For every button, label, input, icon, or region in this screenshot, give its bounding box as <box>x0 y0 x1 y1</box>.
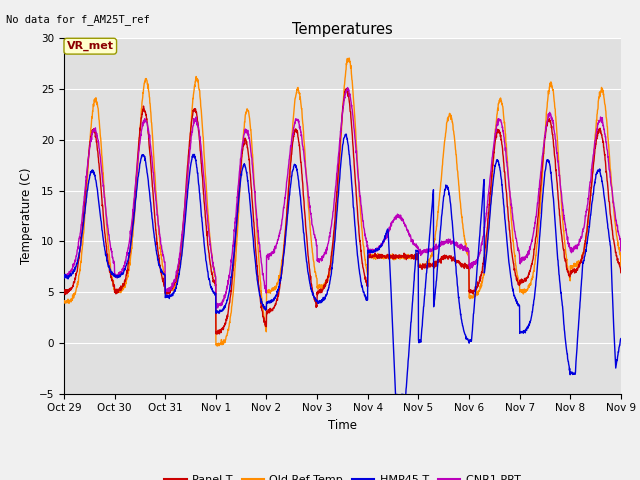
Y-axis label: Temperature (C): Temperature (C) <box>20 168 33 264</box>
X-axis label: Time: Time <box>328 419 357 432</box>
Text: VR_met: VR_met <box>67 41 114 51</box>
Legend: Panel T, Old Ref Temp, HMP45 T, CNR1 PRT: Panel T, Old Ref Temp, HMP45 T, CNR1 PRT <box>160 470 525 480</box>
Text: No data for f_AM25T_ref: No data for f_AM25T_ref <box>6 14 150 25</box>
Title: Temperatures: Temperatures <box>292 22 393 37</box>
